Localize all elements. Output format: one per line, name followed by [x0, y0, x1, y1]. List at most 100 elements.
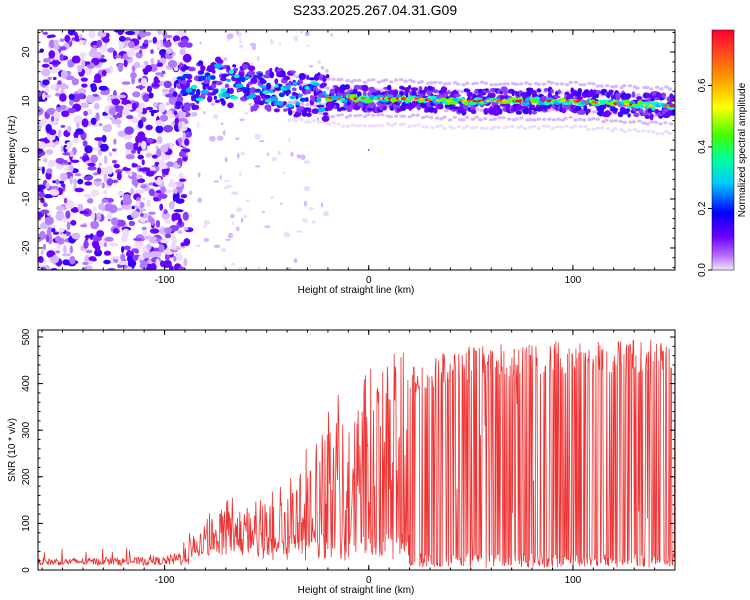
heatmap-cell [59, 93, 67, 102]
heatmap-cell [56, 106, 62, 112]
heatmap-cell [559, 82, 565, 86]
heatmap-cell [277, 150, 281, 156]
heatmap-cell [118, 35, 126, 42]
heatmap-cell [503, 100, 512, 104]
heatmap-cell [159, 144, 169, 153]
heatmap-cell [357, 113, 362, 117]
heatmap-y-tick-label: 20 [21, 46, 32, 58]
heatmap-cell [591, 110, 597, 114]
heatmap-cell [424, 115, 429, 119]
heatmap-cell [168, 200, 175, 210]
heatmap-cell [382, 105, 387, 111]
heatmap-cell [273, 108, 280, 113]
heatmap-cell [356, 78, 362, 82]
heatmap-cell [306, 112, 312, 117]
heatmap-cell [573, 118, 578, 122]
heatmap-cell [464, 124, 469, 128]
heatmap-cell [308, 77, 316, 81]
heatmap-cell [587, 81, 592, 85]
heatmap-cell [348, 114, 353, 118]
heatmap-cell [116, 112, 123, 119]
heatmap-cell [55, 92, 61, 97]
heatmap-cell [599, 126, 605, 130]
heatmap-cell [411, 80, 416, 84]
heatmap-cell [150, 217, 155, 226]
heatmap-cell [203, 220, 211, 226]
heatmap-cell [137, 154, 144, 160]
snr-y-label: SNR (10 * v/v) [7, 418, 18, 482]
heatmap-cell [55, 250, 61, 254]
heatmap-cell [430, 126, 435, 130]
heatmap-cell [178, 110, 187, 118]
heatmap-cell [410, 113, 416, 117]
heatmap-cell [117, 63, 124, 72]
heatmap-cell [269, 89, 274, 94]
heatmap-cell [159, 114, 169, 122]
heatmap-cell [352, 78, 357, 82]
heatmap-cell [38, 184, 46, 190]
heatmap-cell [183, 258, 188, 267]
heatmap-cell [156, 62, 164, 67]
heatmap-cell [165, 34, 173, 39]
heatmap-cell [60, 183, 66, 187]
heatmap-cell [288, 136, 291, 143]
heatmap-cell [559, 125, 564, 129]
heatmap-cell [90, 117, 97, 126]
heatmap-cell [278, 73, 286, 78]
heatmap-cell [650, 130, 656, 134]
heatmap-cell [155, 190, 163, 194]
heatmap-cell [493, 104, 501, 111]
heatmap-cell [218, 92, 223, 99]
heatmap-cell [69, 176, 73, 185]
heatmap-cell [493, 83, 499, 87]
heatmap-cell [159, 158, 165, 168]
heatmap-cell [73, 178, 77, 186]
heatmap-cell [322, 210, 329, 217]
heatmap-cell [172, 35, 181, 43]
heatmap-cell [239, 38, 242, 44]
heatmap-cell [212, 89, 219, 94]
heatmap-cell [655, 92, 661, 98]
heatmap-cell [446, 82, 452, 86]
heatmap-cell [442, 126, 447, 131]
heatmap-cell [51, 115, 55, 122]
heatmap-cell [595, 117, 601, 121]
heatmap-cell [435, 124, 440, 129]
heatmap-cell [541, 117, 547, 121]
heatmap-cell [92, 45, 98, 48]
heatmap-cell [261, 211, 265, 214]
heatmap-cell [256, 56, 261, 62]
heatmap-cell [371, 78, 376, 82]
heatmap-cell [408, 104, 412, 111]
heatmap-cell [128, 220, 136, 226]
colorbar-axis: 0.0 0.2 0.4 0.6 [697, 78, 712, 277]
heatmap-cell [670, 110, 675, 116]
heatmap-cell [128, 172, 133, 177]
heatmap-cell [350, 123, 355, 127]
heatmap-cell [234, 137, 240, 140]
heatmap-cell [255, 95, 261, 102]
heatmap-cell [126, 50, 134, 58]
heatmap-cell [541, 82, 547, 86]
heatmap-cell [587, 90, 595, 98]
heatmap-cell [553, 95, 561, 99]
heatmap-cell [269, 67, 273, 73]
heatmap-cell [532, 96, 541, 101]
heatmap-cell [604, 118, 609, 122]
heatmap-cell [195, 97, 204, 101]
heatmap-cell [60, 104, 67, 110]
heatmap-cell [474, 81, 479, 85]
heatmap-cell [72, 32, 78, 36]
heatmap-cell [123, 59, 128, 68]
heatmap-cell [344, 115, 350, 119]
heatmap-cell [174, 117, 180, 126]
heatmap-cell [57, 129, 62, 138]
snr-x-tick-label: -100 [155, 575, 175, 586]
heatmap-cell [101, 134, 107, 143]
heatmap-cell [40, 209, 50, 214]
heatmap-cell [599, 84, 604, 88]
heatmap-cell [341, 124, 346, 128]
heatmap-cell [649, 120, 654, 124]
heatmap-cell [70, 207, 80, 213]
heatmap-cell [160, 239, 170, 244]
